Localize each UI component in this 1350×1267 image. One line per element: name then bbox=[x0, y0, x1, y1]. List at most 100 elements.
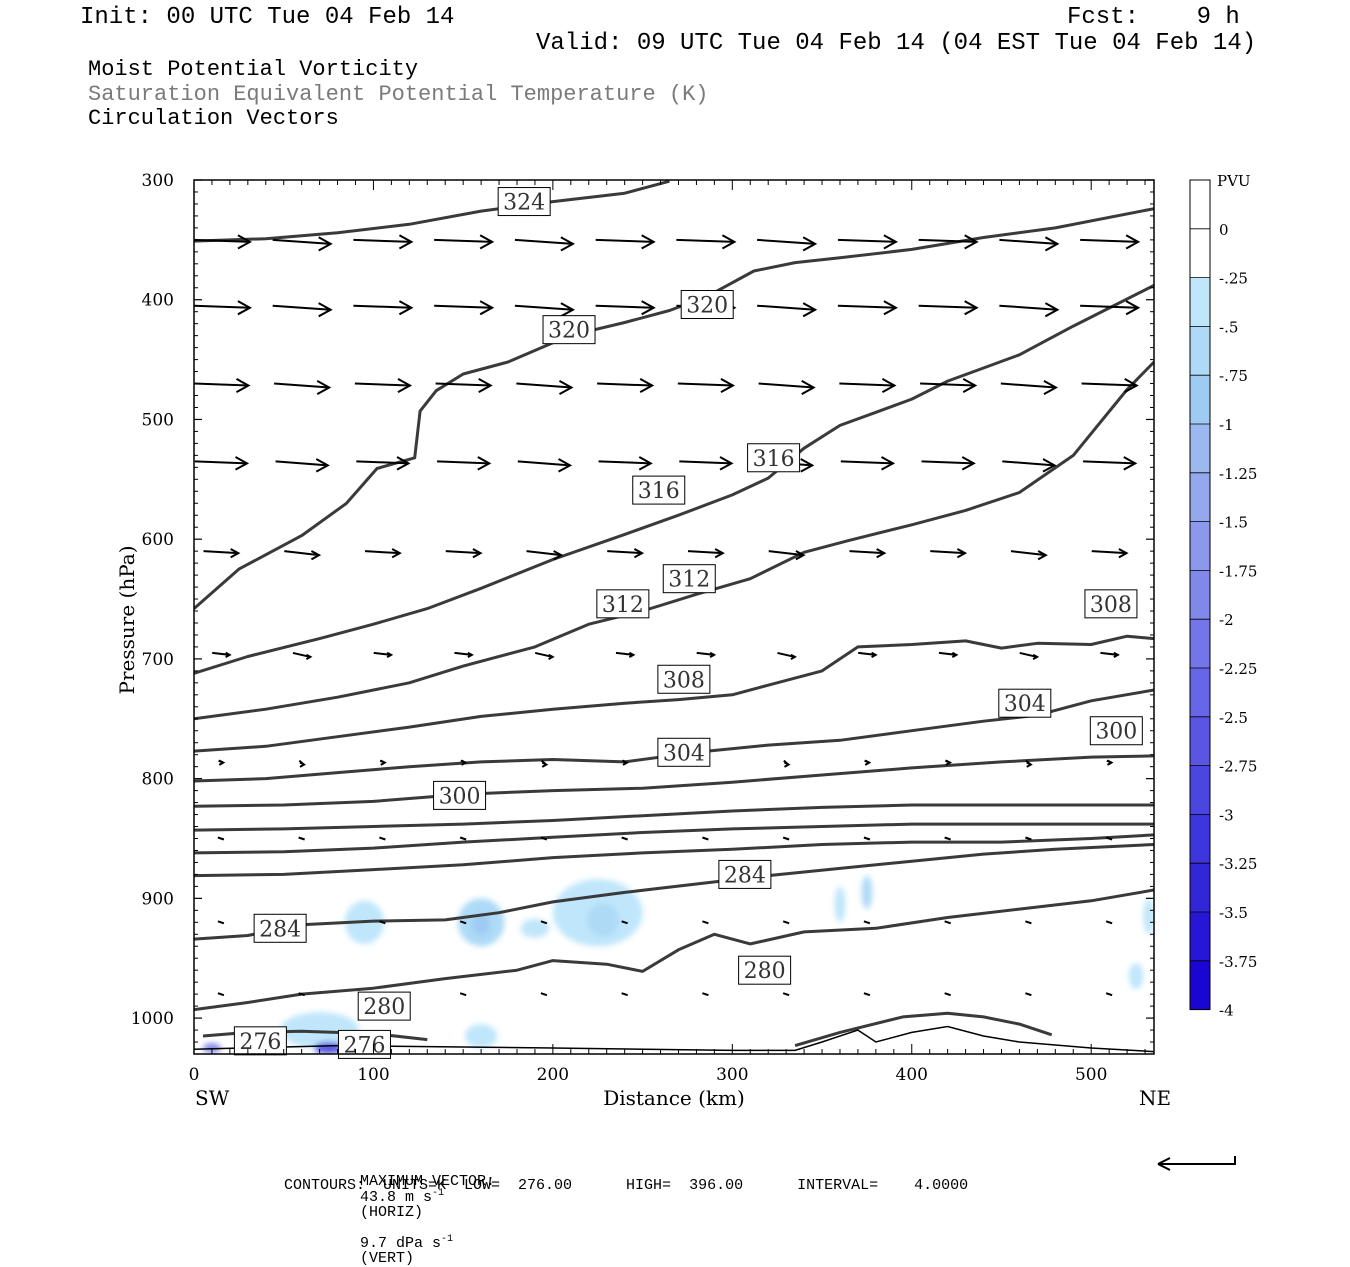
pv-region-6 bbox=[861, 875, 873, 910]
colorbar-label: -1.25 bbox=[1219, 465, 1257, 483]
circulation-vector bbox=[514, 302, 575, 318]
circulation-vector bbox=[1083, 456, 1138, 471]
max-vector-arrow-icon bbox=[1157, 1156, 1236, 1171]
svg-text:316: 316 bbox=[638, 479, 680, 504]
colorbar-swatch bbox=[1190, 912, 1210, 961]
svg-text:308: 308 bbox=[1090, 593, 1132, 618]
colorbar-swatch bbox=[1190, 521, 1210, 571]
svg-text:280: 280 bbox=[744, 959, 786, 984]
colorbar-title: PVU bbox=[1217, 172, 1251, 190]
circulation-vector bbox=[1105, 836, 1113, 841]
colorbar-swatch bbox=[1190, 570, 1210, 620]
svg-text:280: 280 bbox=[363, 995, 405, 1020]
circulation-vector bbox=[777, 651, 797, 660]
circulation-vector bbox=[920, 378, 978, 394]
svg-text:312: 312 bbox=[602, 593, 644, 618]
x-tick-label: 200 bbox=[537, 1065, 569, 1085]
contour-292-8 bbox=[194, 822, 1154, 855]
circulation-vector bbox=[863, 836, 871, 841]
circulation-vector bbox=[837, 300, 898, 316]
circulation-vector bbox=[1100, 651, 1120, 658]
colorbar-swatch bbox=[1190, 765, 1210, 815]
field-title-theta: Saturation Equivalent Potential Temperat… bbox=[88, 82, 709, 107]
contour-label-280: 280 bbox=[357, 991, 411, 1021]
circulation-vector bbox=[1025, 992, 1032, 997]
circulation-vector bbox=[839, 378, 897, 394]
colorbar-swatch bbox=[1190, 863, 1210, 912]
circulation-vector bbox=[677, 378, 736, 394]
contour-324-0 bbox=[194, 180, 670, 243]
colorbar-swatch bbox=[1190, 472, 1210, 522]
circulation-vector bbox=[676, 234, 737, 250]
pv-region-7 bbox=[834, 886, 846, 923]
x-tick-label: 100 bbox=[357, 1065, 389, 1085]
circulation-vector bbox=[434, 234, 495, 250]
circulation-vector bbox=[918, 234, 979, 250]
circulation-vector bbox=[621, 759, 630, 766]
circulation-vector bbox=[696, 651, 717, 658]
circulation-vector bbox=[218, 759, 226, 766]
circulation-vector bbox=[194, 234, 252, 250]
contour-276-13 bbox=[794, 1011, 1053, 1048]
field-title-vectors: Circulation Vectors bbox=[88, 106, 339, 131]
max-horiz-unit: (HORIZ) bbox=[360, 1204, 424, 1221]
circulation-vector bbox=[1025, 759, 1033, 768]
svg-text:308: 308 bbox=[663, 668, 705, 693]
circulation-vector bbox=[1105, 920, 1113, 925]
contour-label-324: 324 bbox=[497, 187, 551, 217]
svg-text:312: 312 bbox=[668, 568, 710, 593]
svg-text:284: 284 bbox=[724, 863, 766, 888]
contour-276-12 bbox=[202, 1029, 428, 1042]
colorbar-label: -3.75 bbox=[1219, 953, 1257, 971]
circulation-vector bbox=[1010, 550, 1048, 561]
contour-312-3 bbox=[194, 360, 1154, 721]
circulation-vector bbox=[272, 236, 333, 252]
circulation-vector bbox=[757, 302, 818, 318]
circulation-vector bbox=[840, 456, 896, 471]
colorbar-label: -3.5 bbox=[1219, 904, 1248, 922]
contour-label-312: 312 bbox=[662, 564, 716, 594]
circulation-vector bbox=[999, 302, 1060, 318]
colorbar-swatch bbox=[1190, 277, 1210, 327]
circulation-vector bbox=[930, 548, 968, 559]
pv-region-11 bbox=[464, 1024, 498, 1049]
max-vert-unit: (VERT) bbox=[360, 1250, 415, 1267]
contour-label-308: 308 bbox=[657, 664, 711, 694]
contour-316-2 bbox=[194, 284, 1154, 675]
svg-text:284: 284 bbox=[259, 917, 301, 942]
colorbar-label: -1.5 bbox=[1219, 514, 1248, 532]
x-tick-label: 500 bbox=[1075, 1065, 1107, 1085]
pv-region-9 bbox=[1128, 963, 1144, 990]
circulation-vector bbox=[921, 456, 976, 471]
circulation-vector bbox=[274, 380, 332, 396]
circulation-vector bbox=[356, 456, 411, 471]
circulation-vector bbox=[354, 378, 413, 394]
colorbar-label: -2 bbox=[1219, 611, 1234, 629]
circulation-vector bbox=[858, 651, 878, 658]
circulation-vector bbox=[702, 920, 709, 925]
circulation-vector bbox=[437, 456, 492, 471]
circulation-vector bbox=[1019, 651, 1040, 660]
svg-text:304: 304 bbox=[663, 741, 705, 766]
colorbar-label: -2.25 bbox=[1219, 660, 1257, 678]
colorbar-label: -4 bbox=[1219, 1002, 1234, 1020]
circulation-vector bbox=[217, 920, 225, 925]
circulation-vector bbox=[534, 651, 555, 660]
svg-text:300: 300 bbox=[1095, 720, 1137, 745]
y-tick-label: 800 bbox=[142, 770, 174, 790]
x-axis-label: Distance (km) bbox=[603, 1086, 745, 1110]
circulation-vector bbox=[379, 920, 386, 925]
field-title-pv: Moist Potential Vorticity bbox=[88, 57, 419, 82]
contour-label-300: 300 bbox=[433, 780, 487, 810]
svg-text:316: 316 bbox=[753, 447, 795, 472]
circulation-vector bbox=[194, 456, 250, 471]
colorbar-label: -2.75 bbox=[1219, 758, 1257, 776]
circulation-vector bbox=[217, 836, 225, 841]
colorbar-swatch bbox=[1190, 180, 1210, 229]
max-horiz-exponent: -1 bbox=[432, 1188, 445, 1199]
colorbar-swatch bbox=[1190, 814, 1210, 864]
circulation-vector bbox=[944, 992, 951, 997]
svg-text:320: 320 bbox=[548, 319, 590, 344]
y-tick-label: 600 bbox=[142, 530, 174, 550]
colorbar-label: 0 bbox=[1219, 221, 1229, 239]
